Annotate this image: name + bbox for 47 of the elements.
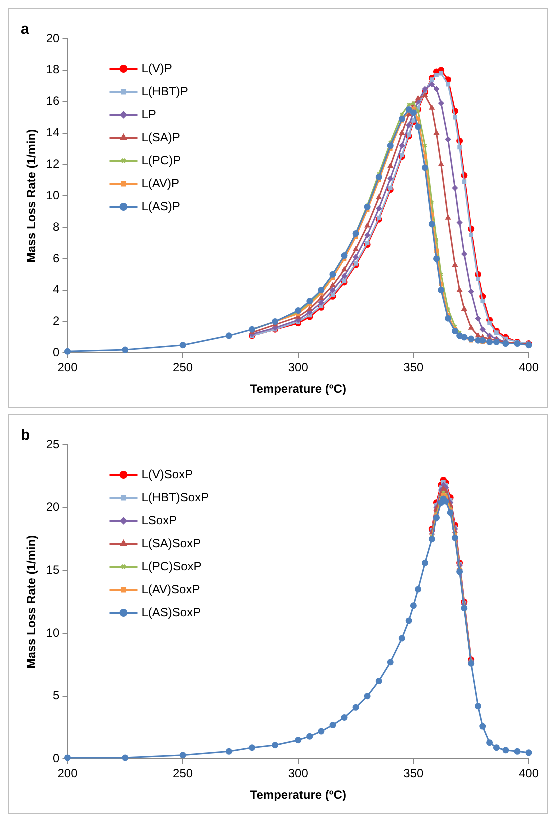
x-tick-label: 400: [518, 360, 540, 375]
y-tick-label: 10: [46, 626, 60, 640]
x-tick-label: 200: [58, 360, 78, 375]
x-tick-label: 350: [404, 766, 424, 781]
legend-label: L(SA)P: [142, 130, 180, 144]
legend-label: L(AS)P: [142, 199, 180, 214]
y-tick-label: 5: [53, 688, 60, 703]
y-tick-label: 20: [46, 500, 60, 514]
x-tick-label: 300: [288, 360, 309, 375]
y-axis-title: Mass Loss Rate (1/min): [24, 129, 39, 263]
x-tick-label: 250: [173, 360, 194, 375]
legend-label: LSoxP: [142, 513, 178, 528]
y-tick-label: 12: [46, 156, 60, 171]
y-tick-label: 14: [46, 126, 60, 140]
y-tick-label: 8: [53, 220, 60, 234]
legend-label: L(AV)SoxP: [142, 582, 200, 596]
y-tick-label: 16: [46, 94, 60, 108]
y-tick-label: 2: [53, 314, 60, 328]
legend-label: L(AS)SoxP: [142, 605, 202, 620]
legend-label: L(HBT)SoxP: [142, 490, 210, 504]
legend-label: L(V)SoxP: [142, 467, 194, 482]
y-tick-label: 10: [46, 188, 60, 202]
legend-label: L(HBT)P: [142, 84, 188, 98]
legend-label: L(PC)SoxP: [142, 559, 202, 574]
legend-label: L(V)P: [142, 61, 172, 76]
x-tick-label: 400: [518, 766, 540, 781]
y-tick-label: 6: [53, 251, 60, 266]
legend-label: L(SA)SoxP: [142, 536, 202, 550]
legend-label: L(PC)P: [142, 153, 182, 168]
x-tick-label: 250: [173, 766, 194, 781]
chart-title: b: [21, 427, 30, 444]
legend-label: LP: [142, 107, 156, 122]
legend-label: L(AV)P: [142, 176, 180, 190]
x-axis-title: Temperature (ºC): [250, 382, 346, 396]
y-tick-label: 20: [46, 31, 60, 46]
y-tick-label: 0: [53, 346, 60, 360]
y-tick-label: 18: [46, 62, 60, 77]
y-tick-label: 25: [46, 437, 60, 452]
x-axis-title: Temperature (ºC): [250, 788, 346, 802]
x-tick-label: 350: [404, 360, 424, 375]
x-tick-label: 300: [288, 766, 309, 781]
y-tick-label: 15: [46, 562, 60, 577]
y-tick-label: 4: [53, 282, 60, 297]
y-axis-title: Mass Loss Rate (1/min): [24, 535, 39, 669]
chart-title: a: [21, 21, 30, 38]
y-tick-label: 0: [53, 752, 60, 766]
x-tick-label: 200: [58, 766, 78, 781]
